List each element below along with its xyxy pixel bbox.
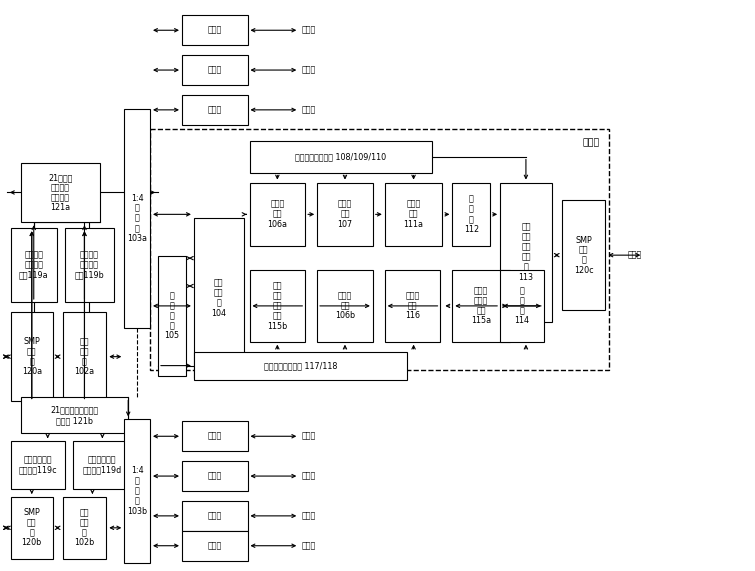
Bar xyxy=(63,497,106,558)
Bar xyxy=(11,228,57,302)
Text: 双向
放大
器
102b: 双向 放大 器 102b xyxy=(74,508,94,548)
Bar xyxy=(11,441,65,489)
Text: 至天线: 至天线 xyxy=(301,541,316,550)
Text: 接收电源调制芯片 117/118: 接收电源调制芯片 117/118 xyxy=(263,361,337,370)
Text: 驱动放
大器
107: 驱动放 大器 107 xyxy=(337,200,353,229)
Bar xyxy=(194,352,407,380)
Bar xyxy=(317,183,373,246)
Bar xyxy=(182,55,248,85)
Bar xyxy=(150,129,609,369)
Bar xyxy=(194,218,244,377)
Bar xyxy=(249,183,305,246)
Text: 可调移
相器
106b: 可调移 相器 106b xyxy=(335,291,355,320)
Text: 双向发射
电源调制
芯片119b: 双向发射 电源调制 芯片119b xyxy=(75,251,104,280)
Bar xyxy=(158,256,186,376)
Text: 通道三: 通道三 xyxy=(208,106,222,114)
Text: 通道六: 通道六 xyxy=(208,472,222,481)
Bar xyxy=(452,270,510,341)
Text: 波
控
芯
片
105: 波 控 芯 片 105 xyxy=(165,291,180,340)
Text: 大功
率收
发开
关芯
片
113: 大功 率收 发开 关芯 片 113 xyxy=(519,223,534,282)
Text: 至天线: 至天线 xyxy=(301,106,316,114)
Text: 通道四: 通道四 xyxy=(582,139,599,148)
Text: 双向
放大
器
102a: 双向 放大 器 102a xyxy=(75,337,94,376)
Bar xyxy=(182,421,248,451)
Bar xyxy=(317,270,373,341)
Bar xyxy=(65,228,114,302)
Bar xyxy=(72,441,132,489)
Text: 1:4
功
分
器
103a: 1:4 功 分 器 103a xyxy=(127,194,147,243)
Text: 一级低
噪声放
大器
115a: 一级低 噪声放 大器 115a xyxy=(471,286,492,325)
Text: 通道八: 通道八 xyxy=(208,541,222,550)
Bar xyxy=(182,461,248,491)
Bar xyxy=(182,95,248,125)
Bar xyxy=(182,531,248,561)
Text: 通道五: 通道五 xyxy=(208,432,222,441)
Bar xyxy=(385,183,442,246)
Bar xyxy=(11,497,53,558)
Text: 至天线: 至天线 xyxy=(301,26,316,35)
Text: 双向接收电源
调制芯片119c: 双向接收电源 调制芯片119c xyxy=(18,456,57,475)
Text: 通道一: 通道一 xyxy=(208,26,222,35)
Bar xyxy=(21,397,128,433)
Text: SMP
连接
器
120c: SMP 连接 器 120c xyxy=(574,236,593,275)
Text: 通道二: 通道二 xyxy=(208,66,222,75)
Text: 双向发射电源
调制芯片119d: 双向发射电源 调制芯片119d xyxy=(83,456,122,475)
Text: 一级
低噪
声放
大器
115b: 一级 低噪 声放 大器 115b xyxy=(267,282,288,331)
Text: 可调移
相器
106a: 可调移 相器 106a xyxy=(267,200,288,229)
Bar xyxy=(182,501,248,531)
Bar xyxy=(385,270,440,341)
Text: 1:4
功
分
器
103b: 1:4 功 分 器 103b xyxy=(127,467,147,516)
Bar xyxy=(500,183,552,322)
Text: 21芯气密
性微矩形
电连接器
121a: 21芯气密 性微矩形 电连接器 121a xyxy=(48,173,72,212)
Text: 至天线: 至天线 xyxy=(301,66,316,75)
Text: 至天线: 至天线 xyxy=(301,432,316,441)
Text: 至天线: 至天线 xyxy=(301,472,316,481)
Text: 限
幅
器
114: 限 幅 器 114 xyxy=(514,286,529,325)
Text: SMP
连接
器
120b: SMP 连接 器 120b xyxy=(22,508,42,548)
Bar xyxy=(11,312,53,401)
Text: 多功
能芯
片
104: 多功 能芯 片 104 xyxy=(211,279,226,317)
Text: 功率放
大器
111a: 功率放 大器 111a xyxy=(404,200,424,229)
Bar xyxy=(125,109,150,328)
Bar xyxy=(249,140,433,172)
Bar xyxy=(562,200,606,310)
Bar xyxy=(21,163,100,222)
Bar xyxy=(500,270,544,341)
Bar xyxy=(452,183,490,246)
Bar xyxy=(63,312,106,401)
Text: 21芯气密性微矩形电
连接器 121b: 21芯气密性微矩形电 连接器 121b xyxy=(51,406,99,425)
Text: 发射电源调制芯片 108/109/110: 发射电源调制芯片 108/109/110 xyxy=(295,152,387,161)
Text: 隔
离
器
112: 隔 离 器 112 xyxy=(464,195,479,234)
Text: 通道七: 通道七 xyxy=(208,512,222,520)
Text: 至天线: 至天线 xyxy=(301,512,316,520)
Bar xyxy=(249,270,305,341)
Text: 至天线: 至天线 xyxy=(627,251,642,260)
Text: 可调衰
减器
116: 可调衰 减器 116 xyxy=(405,291,420,320)
Text: SMP
连接
器
120a: SMP 连接 器 120a xyxy=(22,337,42,376)
Text: 双向接收
电源调制
芯片119a: 双向接收 电源调制 芯片119a xyxy=(19,251,48,280)
Bar xyxy=(182,15,248,45)
Bar xyxy=(125,419,150,562)
